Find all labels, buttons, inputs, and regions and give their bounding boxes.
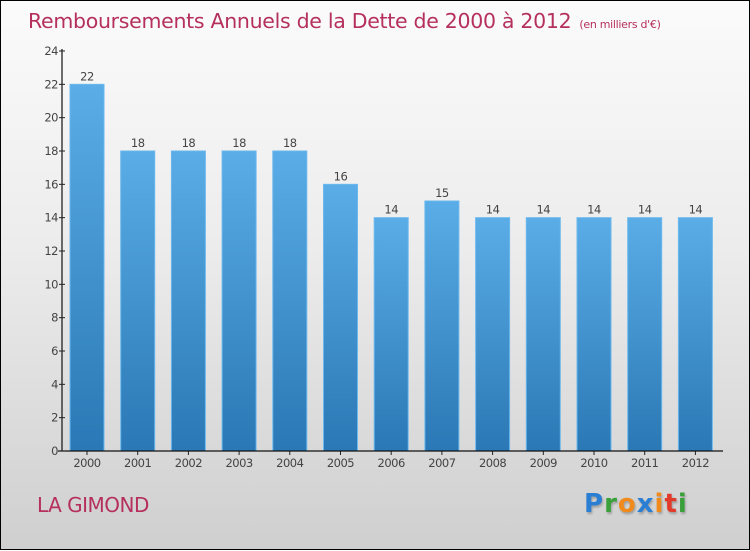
x-tick-label-2010: 2010	[580, 456, 607, 470]
value-label-2011: 14	[638, 203, 652, 217]
x-tick-label-2006: 2006	[378, 456, 405, 470]
logo-letter: r	[604, 489, 618, 519]
x-tick-label-2008: 2008	[479, 456, 506, 470]
logo-letter: i	[677, 489, 688, 519]
axes-group: 2000 2001 2002 2003 2004 2005 2006 2007 2008 2009…	[44, 44, 723, 470]
value-label-2009: 14	[536, 203, 550, 217]
value-label-2005: 16	[334, 169, 348, 183]
y-tick-label-2: 2	[51, 411, 58, 425]
logo-letter: t	[664, 489, 678, 519]
value-label-2012: 14	[689, 203, 703, 217]
y-tick-label-22: 22	[44, 77, 58, 91]
x-tick-label-2011: 2011	[631, 456, 658, 470]
bar-2005	[323, 183, 358, 452]
value-label-2000: 22	[80, 69, 94, 83]
y-tick-label-24: 24	[44, 44, 58, 58]
x-tick-label-2012: 2012	[682, 456, 709, 470]
y-tick-label-16: 16	[44, 177, 58, 191]
value-label-2004: 18	[283, 136, 297, 150]
logo-letter: o	[617, 489, 637, 519]
bar-2006	[373, 217, 409, 452]
y-tick-label-0: 0	[51, 444, 58, 458]
logo-letter: x	[636, 489, 655, 519]
value-label-2006: 14	[384, 203, 398, 217]
proxiti-logo[interactable]: Proxiti	[584, 489, 688, 519]
x-tick-label-2000: 2000	[73, 456, 100, 470]
bar-2007	[424, 200, 460, 452]
x-tick-label-2009: 2009	[530, 456, 557, 470]
bar-2004	[272, 150, 308, 452]
y-tick-label-6: 6	[51, 344, 58, 358]
bar-2003	[221, 150, 257, 452]
bar-2000	[69, 83, 105, 452]
y-tick-label-8: 8	[51, 311, 58, 325]
bar-2012	[677, 217, 713, 452]
title-text: Remboursements Annuels de la Dette de 20…	[28, 9, 572, 33]
x-tick-label-2005: 2005	[327, 456, 354, 470]
value-label-2007: 15	[435, 186, 449, 200]
logo-letter: i	[654, 489, 665, 519]
x-tick-label-2002: 2002	[175, 456, 202, 470]
bar-2002	[170, 150, 206, 452]
logo-letter: P	[584, 489, 605, 519]
bar-2010	[576, 217, 612, 452]
y-tick-label-10: 10	[44, 277, 58, 291]
x-tick-label-2003: 2003	[225, 456, 252, 470]
y-tick-label-14: 14	[44, 211, 58, 225]
value-label-2001: 18	[131, 136, 145, 150]
value-label-2010: 14	[587, 203, 601, 217]
bars-group: 22 18 18 18 18 16 14 15 14 14 14 14 14	[69, 69, 713, 452]
x-tick-label-2001: 2001	[124, 456, 151, 470]
bar-2009	[525, 217, 561, 452]
y-tick-label-4: 4	[51, 377, 58, 391]
x-tick-label-2004: 2004	[276, 456, 303, 470]
bar-2011	[627, 217, 663, 452]
x-tick-label-2007: 2007	[428, 456, 455, 470]
value-label-2002: 18	[182, 136, 196, 150]
chart-title: Remboursements Annuels de la Dette de 20…	[28, 9, 661, 33]
bar-2008	[475, 217, 511, 452]
y-tick-label-12: 12	[44, 244, 58, 258]
unit-note: (en milliers d'€)	[579, 18, 661, 31]
commune-name: LA GIMOND	[37, 493, 149, 517]
y-tick-label-20: 20	[44, 111, 58, 125]
bar-2001	[120, 150, 156, 452]
value-label-2008: 14	[486, 203, 500, 217]
y-tick-label-18: 18	[44, 144, 58, 158]
value-label-2003: 18	[232, 136, 246, 150]
